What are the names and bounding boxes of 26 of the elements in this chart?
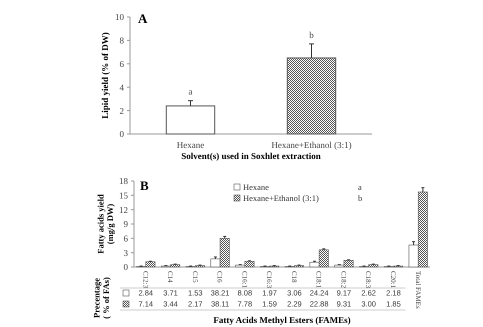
y-axis-title: Fatty acids yield (mg/g DW) [95,194,115,254]
y-tick-label: 6 [120,58,124,69]
y-tick-label: 3 [124,248,128,258]
y-tick-label: 6 [124,233,128,244]
x-axis-title: Solvent(s) used in Soxhlet extraction [181,151,321,161]
chart-title: B [140,178,149,193]
y-tick-label: 18 [119,176,128,186]
y-tick-label: 15 [119,190,128,200]
y-tick-label: 9 [124,219,128,230]
chart-title: A [138,11,148,26]
x-axis-title: Fatty Acids Methyl Esters (FAMEs) [213,315,351,325]
annotation: b [358,192,362,203]
annotation: b [309,30,314,40]
y-tick-label: 4 [120,82,124,92]
y-tick-label: 0 [124,262,128,272]
annotation: a [358,182,362,192]
y-tick-label: 12 [119,204,128,215]
text: Precentage ( % of FAs) [91,277,111,319]
annotation: a [188,86,192,97]
legend-label: Hexane+Ethanol (3:1) [243,192,320,203]
y-tick-label: 8 [120,36,124,46]
y-tick-label: 2 [120,106,124,116]
y-tick-label: 0 [120,129,124,140]
y-axis-title: Lipid yield (% of DW) [100,32,110,119]
legend-label: Hexane [243,182,270,192]
y-tick-label: 10 [115,12,124,22]
